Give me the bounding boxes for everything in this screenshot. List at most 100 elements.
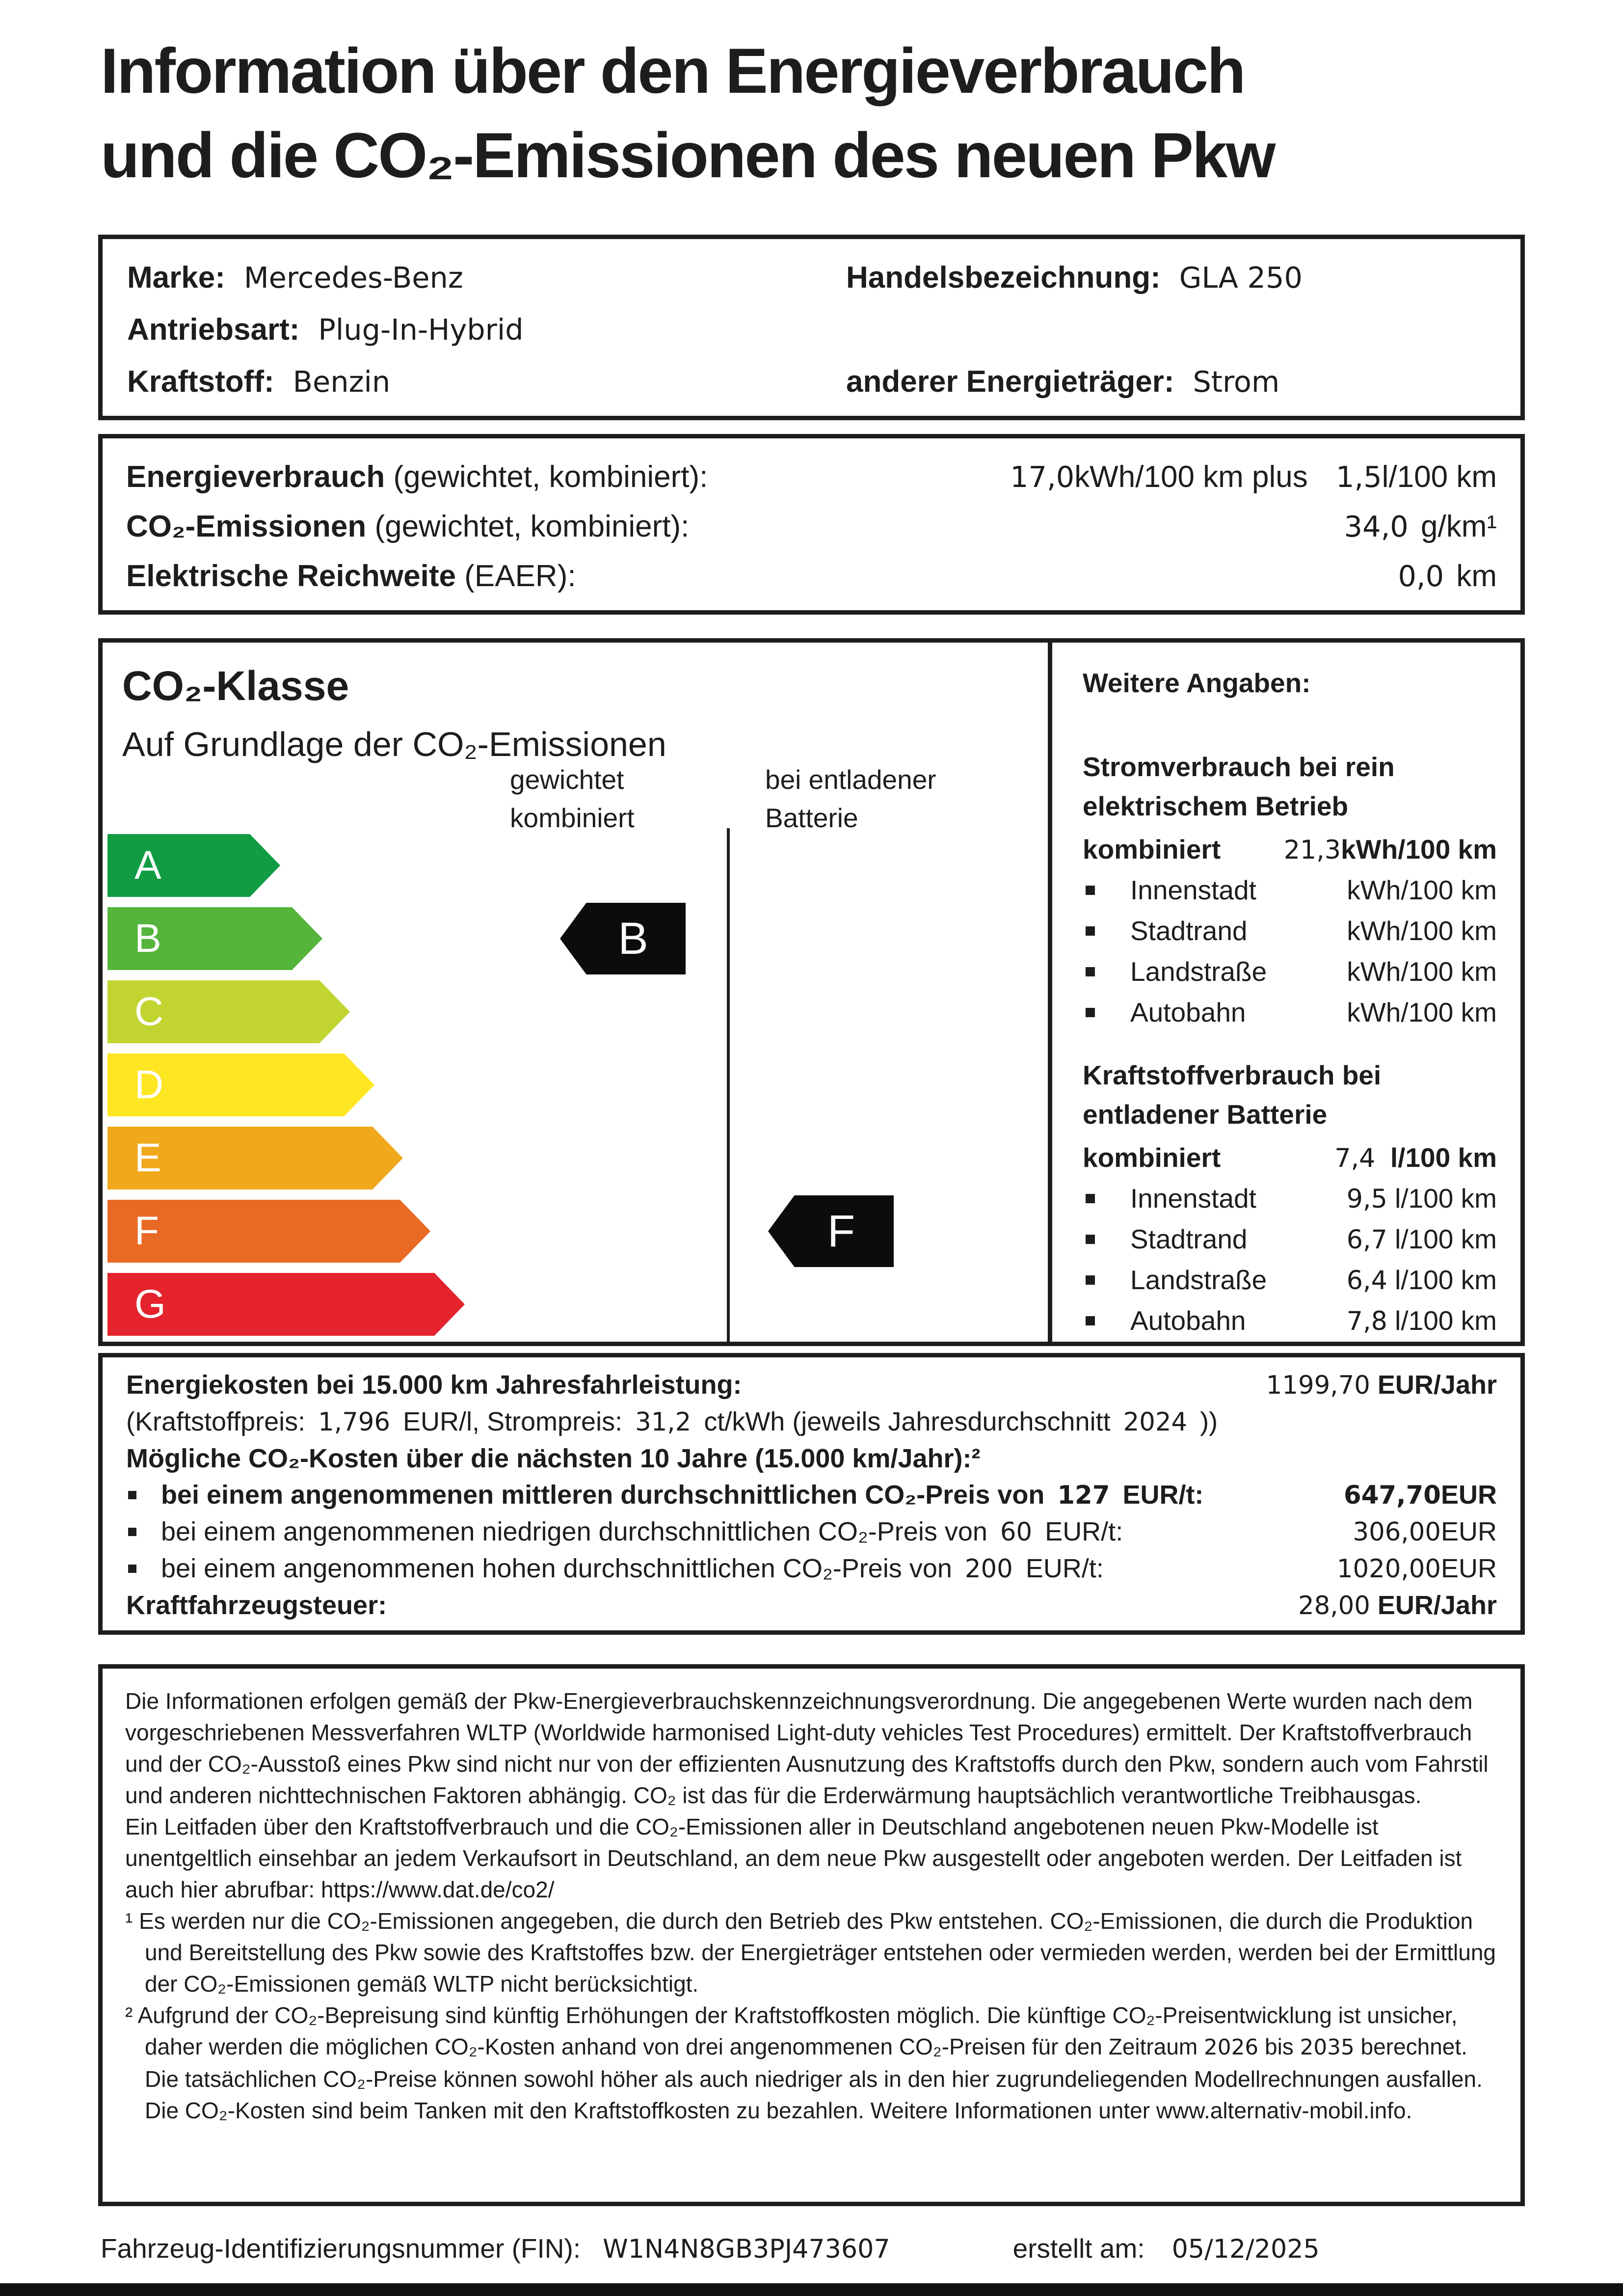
fin-value: W1N4N8GB3PJ473607: [603, 2235, 890, 2264]
column-divider: [727, 828, 730, 1342]
co2-emissionen-row: CO₂-Emissionen (gewichtet, kombiniert): …: [126, 502, 1497, 551]
co2-class-heading: CO₂-Klasse: [122, 663, 349, 709]
energieverbrauch-value2: 1,5: [1336, 460, 1382, 494]
handelsbezeichnung-value: GLA 250: [1179, 261, 1303, 295]
co2-kosten-row-niedrig: bei einem angenommenen niedrigen durchsc…: [126, 1517, 1497, 1547]
co2-class-bar-a: A: [107, 834, 280, 897]
bullet-square-icon: [128, 1565, 136, 1573]
bullet-square-icon: [1086, 885, 1095, 895]
vehicle-row-3: Kraftstoff: Benzin anderer Energieträger…: [127, 356, 1496, 408]
marke-label: Marke:: [127, 261, 225, 295]
reichweite-unit: km: [1456, 559, 1497, 593]
energieverbrauch-value: 17,0: [1010, 460, 1075, 494]
co2-emissionen-unit: g/km¹: [1421, 510, 1497, 543]
energiekosten-unit: EUR/Jahr: [1377, 1370, 1497, 1400]
bullet-square-icon: [1086, 926, 1095, 936]
energieverbrauch-unit: kWh/100 km plus: [1074, 460, 1308, 494]
preise-row: (Kraftstoffpreis: 1,796 EUR/l, Strompreis:…: [126, 1407, 1218, 1437]
bullet-square-icon: [1086, 1275, 1095, 1285]
depleted-class-arrow: F: [768, 1195, 894, 1267]
footer-line: Fahrzeug-Identifizierungsnummer (FIN): W…: [101, 2233, 1525, 2264]
bullet-square-icon: [128, 1491, 136, 1499]
energiekosten-value: 1199,70: [1266, 1371, 1370, 1400]
further-details-panel: Weitere Angaben: Stromverbrauch bei rein…: [1048, 643, 1520, 1342]
strompreis-value: 31,2: [635, 1407, 692, 1437]
column-header-depleted: bei entladener Batterie: [765, 764, 936, 833]
co2-kosten-row-mittel: bei einem angenommenen mittleren durchsc…: [126, 1480, 1497, 1510]
legal-paragraph-1: Die Informationen erfolgen gemäß der Pkw…: [125, 1688, 1489, 1808]
kraftfahrzeugsteuer-row: Kraftfahrzeugsteuer: 28,00 EUR/Jahr: [126, 1591, 1497, 1621]
vehicle-row-1: Marke: Mercedes-Benz Handelsbezeichnung:…: [127, 252, 1496, 304]
strom-kombiniert-row: kombiniert 21,3kWh/100 km: [1083, 834, 1497, 865]
legal-notes-box: Die Informationen erfolgen gemäß der Pkw…: [98, 1664, 1525, 2206]
co2-class-bar-f: F: [107, 1200, 430, 1263]
antriebsart-value: Plug-In-Hybrid: [318, 313, 524, 347]
vehicle-row-2: Antriebsart: Plug-In-Hybrid: [127, 304, 1496, 356]
kraftfahrzeugsteuer-unit: EUR/Jahr: [1377, 1591, 1497, 1620]
legal-paragraph-2: Ein Leitfaden über den Kraftstoffverbrau…: [125, 1814, 1462, 1902]
co2-class-bar-b: B: [107, 907, 322, 970]
weighted-class-arrow: B: [560, 903, 686, 974]
erstellt-am-value: 05/12/2025: [1171, 2235, 1320, 2264]
reichweite-label-rest: (EAER):: [464, 559, 576, 593]
co2-class-bar-d: D: [107, 1053, 374, 1116]
strom-row-autobahn: Autobahn kWh/100 km: [1083, 996, 1497, 1030]
energieverbrauch-label-rest: (gewichtet, kombiniert):: [393, 460, 708, 494]
page-title: Information über den Energieverbrauch un…: [101, 28, 1276, 197]
erstellt-am-label: erstellt am:: [1012, 2233, 1145, 2264]
column-header-weighted: gewichtet kombiniert: [510, 764, 635, 833]
handelsbezeichnung-label: Handelsbezeichnung:: [846, 261, 1161, 295]
co2-class-scale: CO₂-Klasse Auf Grundlage der CO₂-Emissio…: [103, 643, 1048, 1342]
energietraeger-value: Strom: [1193, 365, 1280, 399]
co2-class-bars: A B C D E F G: [107, 834, 465, 1346]
energy-costs-box: Energiekosten bei 15.000 km Jahresfahrle…: [98, 1353, 1525, 1635]
footnote-2: ² Aufgrund der CO₂-Bepreisung sind künft…: [125, 2002, 1483, 2123]
co2-emissionen-label-rest: (gewichtet, kombiniert):: [374, 510, 690, 543]
kraftstoff-row-autobahn: Autobahn 7,8 l/100 km: [1083, 1304, 1497, 1338]
co2-emissionen-label: CO₂-Emissionen: [126, 510, 367, 543]
jahresdurchschnitt-jahr: 2024: [1123, 1407, 1188, 1437]
co2-class-bar-c: C: [107, 980, 350, 1043]
co2-kosten-heading-row: Mögliche CO₂-Kosten über die nächsten 10…: [126, 1444, 981, 1473]
energieverbrauch-label: Energieverbrauch: [126, 460, 385, 494]
stromverbrauch-heading: Stromverbrauch bei rein elektrischem Bet…: [1083, 752, 1395, 821]
fin-label: Fahrzeug-Identifizierungsnummer (FIN):: [101, 2233, 581, 2264]
zeitraum-jahr-von: 2026: [1204, 2035, 1259, 2060]
strom-row-innenstadt: Innenstadt kWh/100 km: [1083, 873, 1497, 908]
co2-class-bar-g: G: [107, 1273, 465, 1336]
energieverbrauch-unit2: l/100 km: [1382, 460, 1497, 494]
footnote-1: ¹ Es werden nur die CO₂-Emissionen angeg…: [125, 1908, 1496, 1997]
bullet-square-icon: [1086, 1316, 1095, 1325]
reichweite-label: Elektrische Reichweite: [126, 559, 456, 593]
zeitraum-jahr-bis: 2035: [1300, 2035, 1355, 2060]
marke-value: Mercedes-Benz: [243, 261, 463, 295]
bullet-square-icon: [128, 1528, 136, 1536]
kraftstoff-value: Benzin: [293, 365, 391, 399]
bullet-square-icon: [1086, 1007, 1095, 1017]
kraftstoff-row-innenstadt: Innenstadt 9,5 l/100 km: [1083, 1182, 1497, 1216]
co2-kosten-row-hoch: bei einem angenommenen hohen durchschnit…: [126, 1554, 1497, 1584]
co2-class-box: CO₂-Klasse Auf Grundlage der CO₂-Emissio…: [98, 638, 1525, 1346]
consumption-box: Energieverbrauch (gewichtet, kombiniert)…: [98, 434, 1525, 615]
strom-row-landstrasse: Landstraße kWh/100 km: [1083, 955, 1497, 989]
strom-row-stadtrand: Stadtrand kWh/100 km: [1083, 914, 1497, 948]
kraftstoffverbrauch-heading: Kraftstoffverbrauch bei entladener Batte…: [1083, 1060, 1382, 1130]
energietraeger-label: anderer Energieträger:: [846, 365, 1174, 399]
kraftstoff-label: Kraftstoff:: [127, 365, 274, 399]
kraftfahrzeugsteuer-value: 28,00: [1298, 1591, 1370, 1621]
reichweite-row: Elektrische Reichweite (EAER): 0,0 km: [126, 551, 1497, 601]
bullet-square-icon: [1086, 1193, 1095, 1203]
co2-class-subheading: Auf Grundlage der CO₂-Emissionen: [122, 725, 666, 763]
page-bottom-bar: [0, 2283, 1623, 2296]
kraftstoff-kombiniert-row: kombiniert 7,4 l/100 km: [1083, 1142, 1497, 1173]
antriebsart-label: Antriebsart:: [127, 313, 300, 347]
page-title-line1: Information über den Energieverbrauch: [101, 35, 1246, 107]
co2-class-bar-e: E: [107, 1127, 403, 1189]
co2-emissionen-value: 34,0: [1344, 510, 1409, 543]
energiekosten-row: Energiekosten bei 15.000 km Jahresfahrle…: [126, 1370, 1497, 1400]
weitere-angaben-heading: Weitere Angaben:: [1083, 668, 1311, 698]
reichweite-value: 0,0: [1398, 559, 1444, 593]
kraftstoffpreis-value: 1,796: [318, 1407, 390, 1437]
page-title-line2: und die CO₂-Emissionen des neuen Pkw: [101, 119, 1276, 191]
energieverbrauch-row: Energieverbrauch (gewichtet, kombiniert)…: [126, 452, 1497, 502]
